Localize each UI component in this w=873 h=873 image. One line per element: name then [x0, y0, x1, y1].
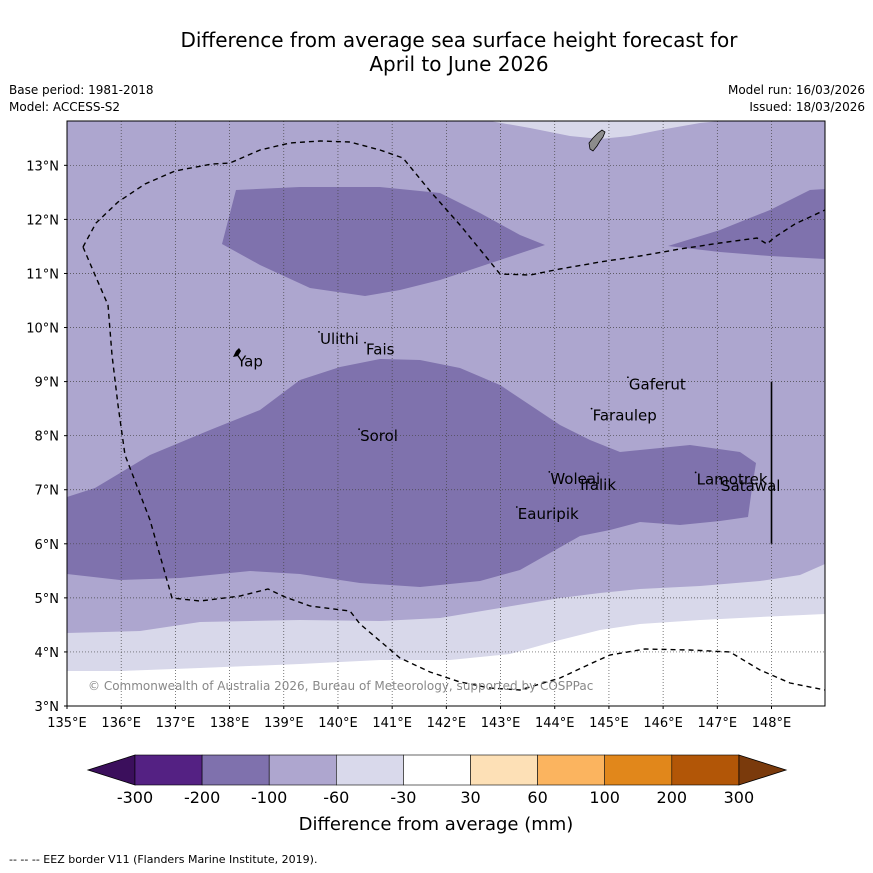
- x-tick-label: 141°E: [372, 716, 412, 731]
- place-label-eauripik: Eauripik: [518, 505, 579, 523]
- colorbar-swatch: [403, 754, 471, 786]
- island-dot: [548, 470, 551, 473]
- colorbar-title: Difference from average (mm): [299, 814, 574, 835]
- y-tick-label: 6°N: [35, 538, 60, 553]
- colorbar-swatch: [335, 754, 404, 786]
- colorbar-tick-label: -60: [323, 788, 349, 807]
- x-tick-label: 136°E: [101, 716, 141, 731]
- colorbar-swatch: [201, 754, 270, 786]
- y-tick-label: 8°N: [35, 430, 60, 445]
- title-line-1: Difference from average sea surface heig…: [180, 28, 738, 52]
- eez-footnote: -- -- -- EEZ border V11 (Flanders Marine…: [9, 853, 318, 866]
- x-tick-label: 146°E: [643, 716, 683, 731]
- island-dot: [590, 407, 593, 410]
- chart-title: Difference from average sea surface heig…: [0, 28, 873, 76]
- place-labels: Yap Ulithi Fais Gaferut Faraulep Sorol WoleaiI…: [235, 330, 780, 523]
- x-tick-label: 137°E: [156, 716, 196, 731]
- y-tick-label: 5°N: [35, 592, 60, 607]
- colorbar-tick-label: -100: [251, 788, 287, 807]
- place-label-fais: Fais: [366, 341, 395, 359]
- x-tick-label: 140°E: [318, 716, 358, 731]
- y-tick-label: 4°N: [35, 646, 60, 661]
- island-dot: [578, 476, 581, 479]
- meta-right: Model run: 16/03/2026 Issued: 18/03/2026: [728, 82, 865, 116]
- x-tick-label: 138°E: [210, 716, 250, 731]
- place-label-lamotrek: Lamotrek: [697, 470, 768, 488]
- y-tick-label: 11°N: [26, 267, 59, 282]
- y-tick-label: 3°N: [35, 700, 60, 715]
- x-tick-label: 143°E: [481, 716, 521, 731]
- eez-border: [82, 140, 826, 691]
- colorbar-swatch: [671, 754, 740, 786]
- island-dot: [719, 478, 721, 480]
- yap-island-shape: [233, 348, 241, 357]
- meta-left: Base period: 1981-2018 Model: ACCESS-S2: [9, 82, 154, 116]
- colorbar-swatches: [86, 754, 788, 786]
- island-dot: [358, 428, 360, 431]
- colorbar-labels: -300 -200 -100 -60 -30 30 60 100 200 300: [117, 788, 754, 807]
- place-label-yap: Yap: [236, 353, 263, 371]
- place-label-sorol: Sorol: [360, 427, 398, 445]
- place-label-satawal: Satawal: [721, 477, 780, 495]
- axis-labels: 135°E 136°E 137°E 138°E 139°E 140°E 141°E 142°E…: [26, 159, 791, 731]
- island-dot: [235, 353, 237, 356]
- colorbar: -300 -200 -100 -60 -30 30 60 100 200 300 Differen…: [86, 754, 788, 835]
- colorbar-swatch: [268, 754, 337, 786]
- x-tick-label: 148°E: [752, 716, 792, 731]
- y-tick-label: 12°N: [26, 213, 59, 228]
- colorbar-tick-label: 60: [527, 788, 547, 807]
- model-name: Model: ACCESS-S2: [9, 100, 121, 114]
- island-dot: [515, 506, 518, 508]
- colorbar-swatch: [604, 754, 673, 786]
- band-dark-central: [67, 359, 756, 587]
- base-period: Base period: 1981-2018: [9, 83, 154, 97]
- title-line-2: April to June 2026: [369, 52, 549, 76]
- colorbar-tick-label: 300: [724, 788, 755, 807]
- island-dot: [694, 471, 697, 474]
- colorbar-tick-label: 100: [589, 788, 620, 807]
- place-label-ulithi: Ulithi: [320, 330, 359, 348]
- colorbar-tick-label: 200: [657, 788, 688, 807]
- y-tick-label: 9°N: [35, 376, 60, 391]
- colorbar-swatch: [470, 754, 538, 786]
- place-label-ifalik: Ifalik: [580, 476, 616, 494]
- y-tick-label: 13°N: [26, 159, 59, 174]
- x-tick-label: 139°E: [264, 716, 304, 731]
- band-dark-northeast: [668, 189, 825, 259]
- y-tick-label: 7°N: [35, 484, 60, 499]
- guam-island: [588, 129, 606, 152]
- colorbar-tick-label: -30: [390, 788, 416, 807]
- x-tick-label: 147°E: [698, 716, 738, 731]
- x-tick-label: 142°E: [427, 716, 467, 731]
- band-dark-north: [222, 187, 545, 296]
- colorbar-tick-label: -200: [184, 788, 220, 807]
- y-tick-label: 10°N: [26, 322, 59, 337]
- colorbar-swatch: [134, 754, 203, 786]
- island-dot: [318, 330, 320, 333]
- colorbar-swatch: [537, 754, 605, 786]
- place-label-woleai: Woleai: [550, 470, 600, 488]
- colorbar-tick-label: -300: [117, 788, 153, 807]
- colorbar-arrow-high: [738, 754, 788, 786]
- copyright-text: © Commonwealth of Australia 2026, Bureau…: [88, 679, 593, 693]
- island-dot: [364, 341, 366, 344]
- x-tick-label: 144°E: [535, 716, 575, 731]
- yap-island: [233, 348, 241, 357]
- issued-date: Issued: 18/03/2026: [749, 100, 865, 114]
- guam-island-shape: [588, 129, 606, 152]
- x-tick-label: 145°E: [589, 716, 629, 731]
- place-label-faraulep: Faraulep: [593, 407, 657, 425]
- colorbar-arrow-low: [86, 754, 136, 786]
- island-dot: [626, 376, 629, 379]
- place-label-gaferut: Gaferut: [629, 375, 686, 393]
- x-tick-label: 135°E: [47, 716, 87, 731]
- colorbar-tick-label: 30: [460, 788, 480, 807]
- model-run: Model run: 16/03/2026: [727, 83, 865, 97]
